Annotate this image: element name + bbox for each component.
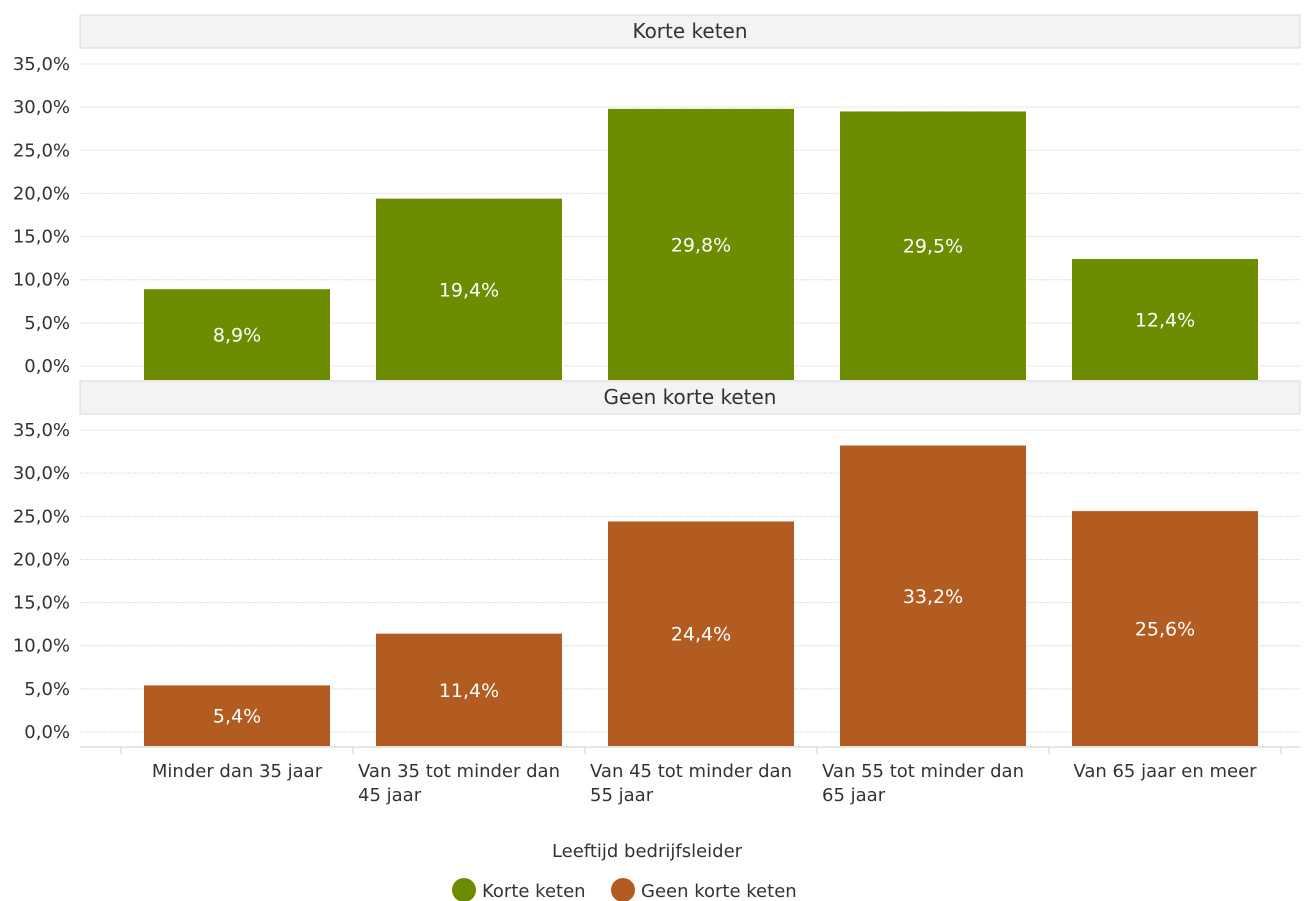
y-tick-label: 35,0% <box>13 54 70 75</box>
y-axis-ticks: 0,0% 5,0% 10,0% 15,0% 20,0% 25,0% 30,0% 35,0% <box>13 420 70 743</box>
y-tick-label: 10,0% <box>13 270 70 291</box>
y-tick-label: 15,0% <box>13 593 70 614</box>
legend-item: Korte keten <box>452 878 586 901</box>
x-category-label: Van 35 tot minder dan 45 jaar <box>358 761 560 806</box>
bar-value-label: 19,4% <box>439 279 499 301</box>
y-tick-label: 30,0% <box>13 97 70 118</box>
y-tick-label: 5,0% <box>24 313 70 334</box>
bar <box>840 445 1026 746</box>
bar <box>840 111 1026 380</box>
y-tick-label: 10,0% <box>13 636 70 657</box>
panel-1: Korte keten 0,0% 5,0% 10,0% 15,0% 20,0% 25,0% 3… <box>13 14 1301 381</box>
legend-label: Korte keten <box>482 881 586 901</box>
panel-title: Geen korte keten <box>604 385 777 409</box>
y-tick-label: 35,0% <box>13 420 70 441</box>
legend: Korte keten Geen korte keten <box>452 878 797 901</box>
bar <box>608 108 794 381</box>
legend-label: Geen korte keten <box>641 881 797 901</box>
y-tick-label: 0,0% <box>24 722 70 743</box>
chart-panels: Korte keten 0,0% 5,0% 10,0% 15,0% 20,0% 25,0% 3… <box>13 14 1301 746</box>
bar <box>376 198 562 380</box>
bar <box>376 633 562 746</box>
y-tick-label: 20,0% <box>13 549 70 570</box>
y-tick-label: 25,0% <box>13 506 70 527</box>
x-category-label: Van 55 tot minder dan 65 jaar <box>822 761 1024 806</box>
panel-strip-background <box>79 14 1301 49</box>
bar <box>1072 259 1258 380</box>
x-category-label: Minder dan 35 jaar <box>152 761 323 782</box>
x-axis-categories: Minder dan 35 jaar Van 35 tot minder dan 4… <box>80 746 1300 806</box>
bar <box>1072 511 1258 746</box>
y-tick-label: 30,0% <box>13 463 70 484</box>
bar-value-label: 8,9% <box>213 325 261 347</box>
bar-value-label: 5,4% <box>213 706 261 728</box>
bar-value-label: 11,4% <box>439 680 499 702</box>
bar <box>144 289 330 380</box>
bar-value-label: 33,2% <box>903 586 963 608</box>
legend-swatch <box>611 878 635 901</box>
bars: 5,4% 11,4% 24,4% 33,2% 25,6% <box>144 445 1258 746</box>
bar-value-label: 29,5% <box>903 236 963 258</box>
x-category-label: Van 45 tot minder dan 55 jaar <box>590 761 792 806</box>
y-tick-label: 5,0% <box>24 679 70 700</box>
y-tick-label: 0,0% <box>24 356 70 377</box>
y-axis-ticks: 0,0% 5,0% 10,0% 15,0% 20,0% 25,0% 30,0% 35,0% <box>13 54 70 377</box>
bar <box>144 685 330 746</box>
bar-value-label: 12,4% <box>1135 310 1195 332</box>
x-category-label: Van 65 jaar en meer <box>1073 761 1257 782</box>
bar-value-label: 29,8% <box>671 234 731 256</box>
bar <box>608 521 794 746</box>
panel-strip: Korte keten <box>79 14 1301 49</box>
bar-value-label: 25,6% <box>1135 619 1195 641</box>
x-axis-title: Leeftijd bedrijfsleider <box>552 841 743 862</box>
panel-title: Korte keten <box>632 19 747 43</box>
bars: 8,9% 19,4% 29,8% 29,5% 12,4% <box>144 108 1258 381</box>
y-tick-label: 15,0% <box>13 227 70 248</box>
legend-swatch <box>452 878 476 901</box>
panel-2: Geen korte keten 0,0% 5,0% 10,0% 15,0% 20,0% 2… <box>13 380 1301 746</box>
panel-strip-background <box>79 380 1301 415</box>
y-tick-label: 25,0% <box>13 140 70 161</box>
legend-item: Geen korte keten <box>611 878 797 901</box>
bar-value-label: 24,4% <box>671 624 731 646</box>
y-tick-label: 20,0% <box>13 183 70 204</box>
panel-strip: Geen korte keten <box>79 380 1301 415</box>
